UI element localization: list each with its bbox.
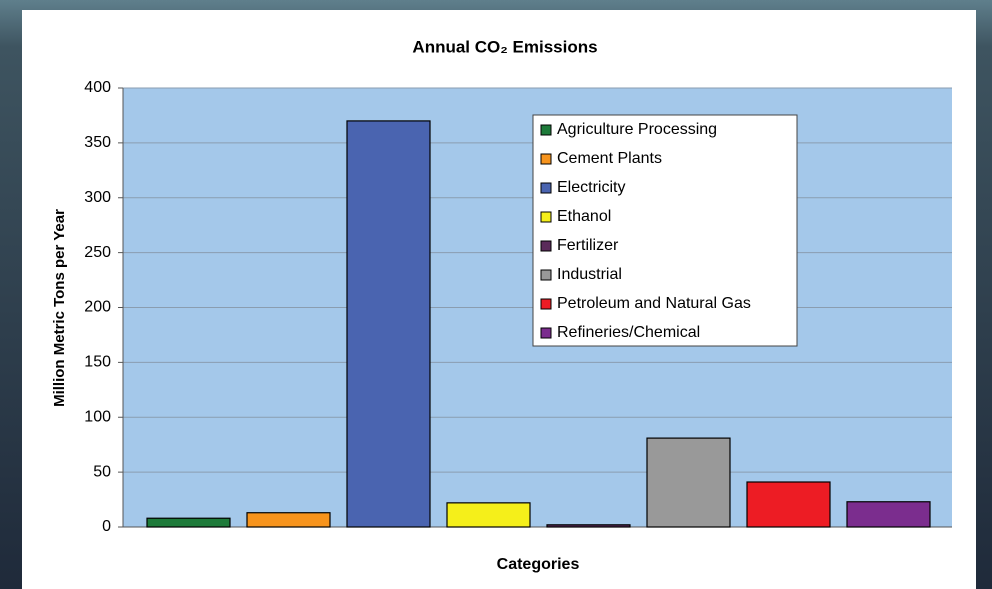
legend-label: Industrial [557,266,622,283]
y-tick-label: 100 [84,408,111,425]
legend-swatch [540,327,552,339]
legend-label: Agriculture Processing [557,121,717,138]
bar [546,524,631,528]
legend-label: Ethanol [557,208,611,225]
legend-swatch [540,211,552,223]
legend-label: Electricity [557,179,625,196]
y-tick-label: 150 [84,354,111,371]
legend-box [532,114,798,347]
bar [146,517,231,528]
legend-label: Fertilizer [557,237,619,254]
y-tick-label: 250 [84,244,111,261]
y-tick-label: 0 [102,518,111,535]
bar [446,502,531,528]
bar [846,501,931,528]
legend-swatch [540,269,552,281]
y-tick-label: 300 [84,189,111,206]
y-axis-label: Million Metric Tons per Year [51,209,68,407]
bar [246,512,331,528]
legend-swatch [540,182,552,194]
legend-label: Cement Plants [557,150,662,167]
legend-swatch [540,240,552,252]
y-tick-label: 400 [84,79,111,96]
x-axis-label: Categories [497,556,580,573]
legend-label: Petroleum and Natural Gas [557,295,751,312]
bar [646,437,731,528]
y-tick-label: 350 [84,134,111,151]
legend-swatch [540,298,552,310]
legend-label: Refineries/Chemical [557,324,700,341]
y-tick-label: 50 [93,463,111,480]
y-tick-label: 200 [84,299,111,316]
bar [746,481,831,528]
legend-swatch [540,124,552,136]
chart-title: Annual CO₂ Emissions [412,37,597,56]
legend-swatch [540,153,552,165]
bar [346,120,431,528]
